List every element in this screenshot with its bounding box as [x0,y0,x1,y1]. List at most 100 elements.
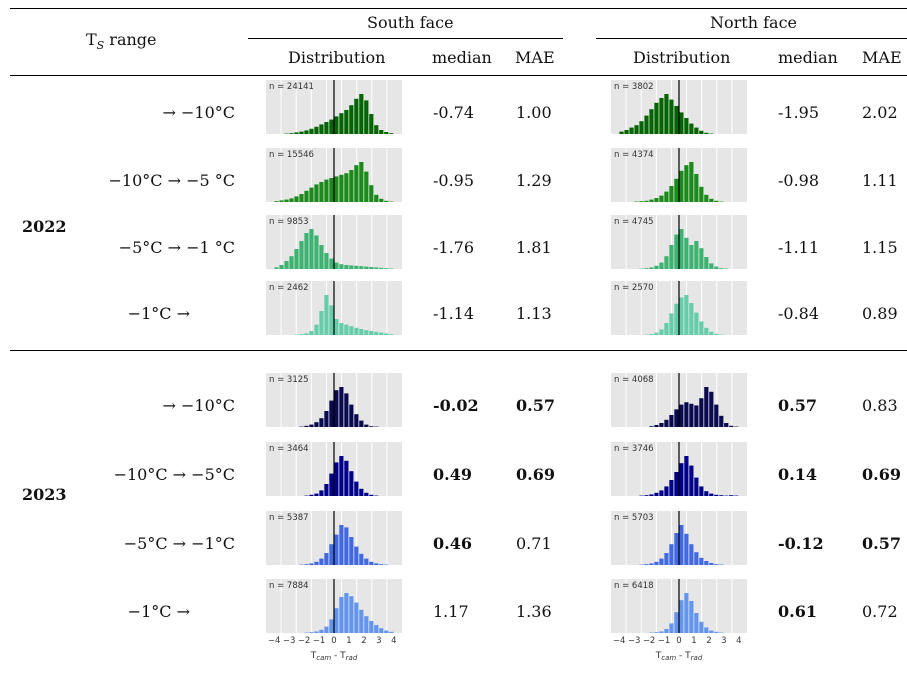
south-mae-value: 1.29 [516,171,552,190]
histogram-bar [679,112,684,134]
histogram-bar [639,121,644,134]
histogram-bar [654,561,659,565]
histogram-bar [274,201,279,202]
histogram-bar [334,116,339,134]
histogram-bar [679,600,684,633]
histogram-bar [359,609,364,633]
histogram-bar [379,628,384,633]
histogram: n = 4374 [611,148,747,202]
histogram-bar [339,113,344,134]
histogram-bar [659,423,664,427]
histogram: n = 3464 [266,442,402,496]
north-median-value: -0.98 [778,171,820,190]
histogram-bar [319,558,324,565]
histogram-bar [309,632,314,633]
histogram-bar [344,173,349,202]
histogram-bar [704,132,709,134]
north-median-value: -1.95 [778,103,820,122]
histogram-bar [709,563,714,565]
histogram-bar [344,324,349,335]
ts-range-header: TS range [86,30,157,52]
histogram-bar [699,186,704,202]
header-bottom-rule [10,75,907,76]
south-median-value: -0.02 [433,396,479,415]
axis-tick-label: −2 [298,636,311,646]
histogram: n = 2570 [611,281,747,335]
axis-tick-label: 1 [691,636,696,646]
histogram-bar [384,132,389,134]
ts-range-cell: −5°C → −1 °C [118,238,235,257]
north-mae-value: 1.11 [862,171,898,190]
histogram-bar [339,323,344,335]
histogram-bar [379,332,384,335]
axis-title: Tcam - Trad [655,651,703,662]
north-mae-value: 0.72 [862,602,898,621]
axis-tick-label: −1 [313,636,326,646]
histogram-bar [379,267,384,269]
axis-tick-label: 2 [706,636,711,646]
histogram-bar [339,525,344,565]
histogram-bar [714,631,719,633]
histogram-bar [309,229,314,269]
year-separator-rule [10,350,907,351]
year-label: 2022 [22,217,67,236]
axis-title: Tcam - Trad [310,651,358,662]
histogram-bar [354,546,359,565]
histogram-bar [389,334,394,335]
histogram-bar [384,200,389,202]
histogram-bar [729,495,734,496]
histogram-bar [364,424,369,427]
histogram-bar [704,627,709,633]
axis-tick-label: 1 [346,636,351,646]
histogram-bar [344,393,349,427]
histogram-bar [324,411,329,427]
axis-title-part: T [655,651,662,661]
histogram-bar [374,267,379,269]
histogram-bar [689,245,694,269]
histogram-bar [314,126,319,134]
histogram-bar [694,241,699,269]
histogram: n = 3802 [611,80,747,134]
histogram-bar [709,198,714,202]
histogram-bar [359,420,364,427]
axis-tick-label: 3 [721,636,726,646]
histogram-bar [354,98,359,134]
histogram-bar [359,553,364,565]
histogram-bar [694,405,699,427]
histogram-bar [684,295,689,335]
ts-range-cell: −10°C → −5°C [113,465,235,484]
histogram-bar [349,596,354,633]
axis-title-subscript: rad [346,654,358,662]
axis-title-subscript: cam [316,654,331,662]
ts-range-cell: −10°C → −5 °C [108,171,236,190]
histogram-bar [344,527,349,565]
histogram-bar [684,593,689,633]
histogram-bar [689,123,694,134]
histogram-bar [679,229,684,269]
axis-tick-label: 0 [676,636,681,646]
histogram-bar [659,631,664,633]
histogram-bar [659,262,664,269]
axis-tick-label: −1 [658,636,671,646]
histogram-bar [299,194,304,202]
histogram-bar [329,119,334,134]
histogram-bar [699,486,704,496]
histogram-bar [359,266,364,269]
sample-count-label: n = 2570 [614,283,654,293]
north-mae-value: 0.69 [862,465,901,484]
south-x-axis: −4 −3 −2 −1 0 1 2 3 4 Tcam - Trad [268,636,397,662]
histogram-bar [674,234,679,269]
axis-tick-label: −2 [643,636,656,646]
histogram-bar [704,327,709,335]
histogram-bar [369,494,374,496]
south-median-value: 0.49 [433,465,472,484]
histogram-bar [699,130,704,134]
histogram-bar [364,266,369,269]
axis-tick-label: −4 [268,636,281,646]
histogram: n = 7884 [266,579,402,633]
sample-count-label: n = 3464 [269,444,309,454]
histogram-bar [274,267,279,269]
histogram-bar [704,194,709,202]
histogram-bar [629,127,634,134]
histogram-bar [694,477,699,496]
